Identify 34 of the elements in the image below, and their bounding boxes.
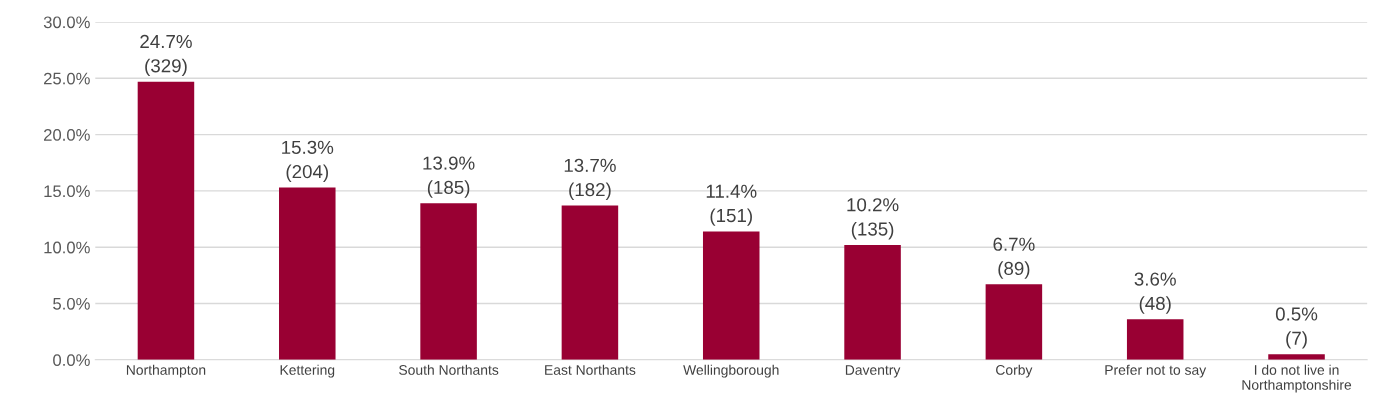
bar — [844, 244, 901, 360]
bar — [279, 187, 336, 360]
y-tick-label: 10.0% — [44, 241, 90, 254]
x-tick-label: Northampton — [126, 364, 206, 378]
x-tick-label: Corby — [996, 364, 1033, 378]
bar — [1268, 354, 1325, 360]
data-label: 15.3% (204) — [282, 140, 334, 182]
x-tick-label: Daventry — [845, 365, 901, 378]
x-tick-label: South Northants — [399, 364, 499, 375]
data-label: 10.2% (135) — [847, 198, 899, 240]
x-tick-label: Wellingborough — [683, 364, 779, 378]
x-tick-label: Prefer not to say — [1105, 364, 1207, 378]
y-tick-label: 0.0% — [53, 354, 90, 367]
x-tick-label: East Northants — [545, 364, 636, 375]
y-tick-label: 20.0% — [44, 129, 90, 141]
y-tick-label: 25.0% — [44, 72, 90, 85]
bar — [561, 205, 619, 360]
x-tick-label: I do not live in Northamptonshire — [1242, 364, 1352, 393]
data-label: 11.4% (151) — [706, 184, 757, 226]
bar — [137, 81, 195, 360]
y-tick-label: 30.0% — [43, 16, 90, 29]
bar — [420, 203, 477, 360]
data-label: 3.6% (48) — [1134, 272, 1176, 314]
y-tick-label: 15.0% — [44, 185, 90, 198]
data-label: 13.7% (182) — [564, 158, 616, 200]
bar — [702, 231, 760, 360]
data-label: 6.7% (89) — [993, 237, 1035, 279]
data-label: 24.7% (329) — [140, 34, 192, 77]
bar — [1126, 319, 1184, 360]
data-label: 0.5% (7) — [1275, 307, 1318, 349]
data-label: 13.9% (185) — [423, 156, 475, 198]
x-tick-label: Kettering — [280, 364, 335, 378]
bar — [985, 284, 1043, 360]
y-tick-label: 5.0% — [53, 297, 90, 310]
